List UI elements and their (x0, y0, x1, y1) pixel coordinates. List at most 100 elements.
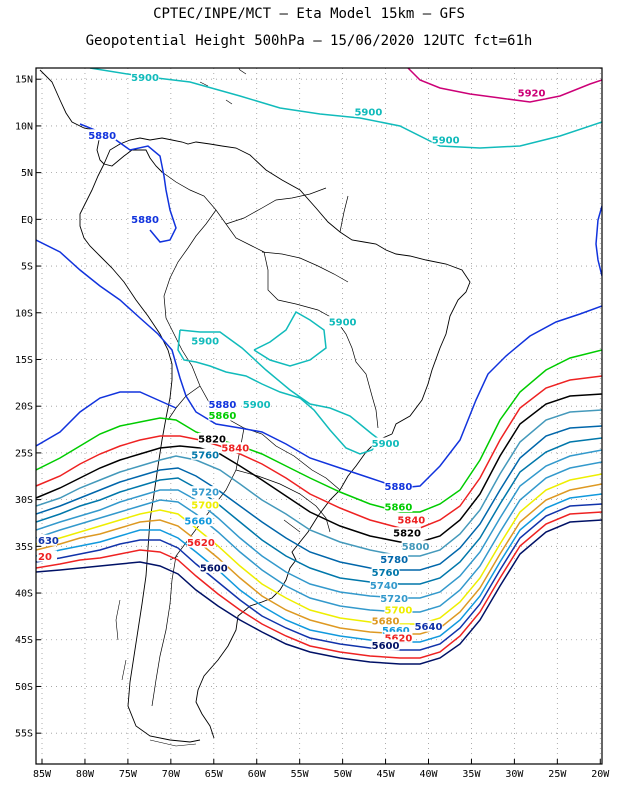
contour-label-bg (208, 409, 237, 421)
contour-label-5880: 5880 (131, 215, 159, 226)
islands-and-lakes (115, 68, 301, 747)
contour-label-5880: 5880 (208, 400, 236, 411)
lon-tick-label: 60W (248, 769, 267, 780)
contour-label-5620: 5620 (385, 633, 413, 644)
contour-5720 (36, 461, 602, 613)
contour-label-5600: 5600 (200, 563, 228, 574)
lat-tick-label: EQ (21, 215, 33, 226)
contour-label-5660: 5660 (184, 517, 212, 528)
lat-tick-label: 30S (15, 495, 33, 506)
contour-label-bg (384, 501, 413, 513)
lat-tick-label: 5N (21, 168, 33, 179)
contour-labels: 5920 5900 5900 5900 5900 5900 5900 5900 5880 5880… (37, 71, 546, 652)
contour-label-5700: 5700 (191, 501, 219, 512)
contour-label-bg (371, 566, 400, 578)
contour-label-5920: 5920 (518, 89, 546, 100)
contour-label-5880: 5880 (88, 131, 116, 142)
south-coast (195, 433, 393, 739)
central-america-coast (39, 69, 105, 165)
lon-tick-label: 55W (291, 769, 310, 780)
contour-label-bg (414, 620, 443, 632)
lat-tick-label: 10N (15, 121, 33, 132)
contour-label-5900: 5900 (329, 318, 357, 329)
contour-label-5820: 5820 (198, 434, 226, 445)
contour-5880-east (595, 205, 602, 277)
contour-label-5900: 5900 (432, 135, 460, 146)
contour-label-bg (381, 624, 410, 636)
plot-frame (35, 67, 603, 765)
lon-tick-label: 80W (76, 769, 95, 780)
contour-label-5800: 5800 (402, 542, 430, 553)
contour-label-bg (131, 213, 160, 225)
contour-label-bg (393, 527, 422, 539)
contour-label-bg (191, 499, 220, 511)
lon-tick-label: 40W (419, 769, 438, 780)
contour-5620 (36, 511, 602, 659)
contour-label-5900: 5900 (191, 336, 219, 347)
contour-5900-inland (177, 310, 382, 455)
contour-label-bg (199, 561, 228, 573)
lat-tick-label: 5S (21, 262, 33, 273)
contour-label-5760: 5760 (372, 568, 400, 579)
country-borders (151, 171, 379, 707)
contour-5840 (36, 375, 602, 529)
contour-5860 (36, 349, 602, 513)
contour-5600 (36, 519, 602, 665)
contour-label-5880: 5880 (385, 482, 413, 493)
contour-lines (36, 68, 602, 665)
lat-tick-label: 15S (15, 355, 33, 366)
contour-label-bg (371, 639, 400, 651)
contour-5640 (36, 503, 602, 651)
contour-label-bg (401, 540, 430, 552)
contour-5920 (407, 68, 602, 103)
contour-5660 (36, 493, 602, 643)
contour-label-5600: 5600 (372, 641, 400, 652)
lat-tick-label: 50S (15, 682, 33, 693)
lat-tick-label: 25S (15, 448, 33, 459)
contour-label-5660: 5660 (382, 626, 410, 637)
contour-label-5840: 5840 (221, 444, 249, 455)
contour-label-bg (184, 515, 213, 527)
contour-5880-west (36, 391, 177, 447)
contour-5740 (36, 449, 602, 599)
lat-tick-label: 55S (15, 729, 33, 740)
contour-label-5780: 5780 (380, 555, 408, 566)
contour-label-5740: 5740 (370, 581, 398, 592)
caribbean-coast (103, 137, 223, 165)
contour-label-bg (517, 87, 546, 99)
contour-label-5720: 5720 (191, 488, 219, 499)
contour-label-bg (242, 398, 271, 410)
contour-label-bg (384, 480, 413, 492)
lon-tick-label: 25W (548, 769, 567, 780)
lat-tick-label: 15N (15, 75, 33, 86)
contour-label-5900: 5900 (131, 73, 159, 84)
lat-tick-label: 40S (15, 589, 33, 600)
contour-label-5700: 5700 (385, 605, 413, 616)
contour-label-bg (380, 553, 409, 565)
coastlines-and-borders (39, 68, 471, 747)
contour-label-5620: 5620 (187, 538, 215, 549)
contour-label-bg (191, 448, 220, 460)
map-title: CPTEC/INPE/MCT – Eta Model 15km – GFS (153, 6, 465, 22)
contour-label-bg (191, 486, 220, 498)
lon-tick-label: 50W (334, 769, 353, 780)
contour-5700 (36, 473, 602, 625)
contour-label-bg (384, 631, 413, 643)
contour-label-bg (186, 536, 215, 548)
lon-tick-label: 20W (591, 769, 610, 780)
contour-label-bg (354, 105, 383, 117)
contour-edge-label: 630 (38, 536, 59, 547)
contour-label-bg (208, 398, 237, 410)
lon-tick-label: 35W (462, 769, 481, 780)
contour-label-5900: 5900 (372, 439, 400, 450)
lon-tick-label: 75W (119, 769, 138, 780)
contour-label-5680: 5680 (372, 617, 400, 628)
contour-5680 (36, 483, 602, 635)
peninsula-coast (103, 149, 163, 173)
contour-label-bg (369, 579, 398, 591)
contour-edge-label: 20 (38, 552, 52, 563)
contour-label-bg (397, 514, 426, 526)
lat-tick-label: 20S (15, 402, 33, 413)
northeast-coast (221, 145, 471, 435)
contour-label-5760: 5760 (191, 450, 219, 461)
